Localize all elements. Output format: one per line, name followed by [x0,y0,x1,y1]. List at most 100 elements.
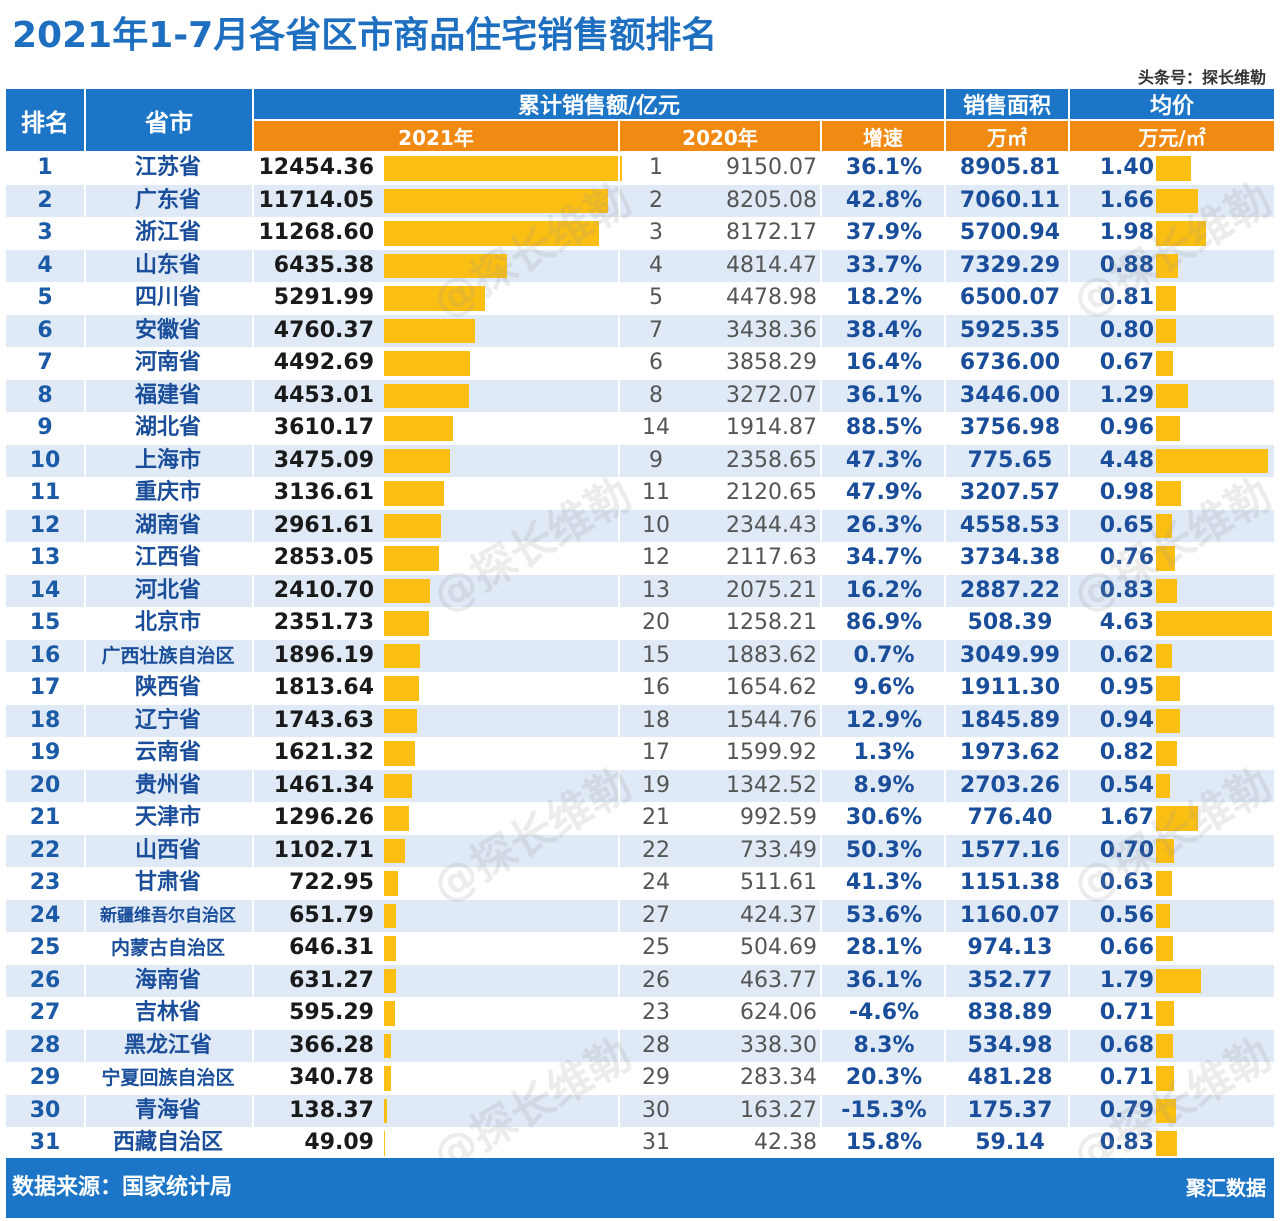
price-bar [1156,578,1177,603]
area-cell: 3207.57 [959,480,1061,505]
sales-2021-bar [384,253,507,278]
price-bar [1156,253,1179,278]
table-row: 18 辽宁省 1743.63 18 1544.76 12.9% 1845.89 0.94 [6,704,1274,737]
province-cell: 重庆市 [134,480,201,505]
area-cell: 838.89 [967,1000,1053,1025]
sales-2021-cell: 2961.61 [273,512,374,538]
area-cell: 5925.35 [959,317,1061,343]
province-cell: 北京市 [134,610,201,635]
sales-2020-cell: 624.06 [740,1000,817,1025]
rank-cell: 5 [37,285,53,310]
province-cell: 福建省 [134,382,201,408]
sales-2020-cell: 338.30 [740,1032,817,1058]
area-cell: 1973.62 [959,740,1061,765]
rank-2020-cell: 16 [642,675,670,700]
province-cell: 青海省 [134,1097,201,1123]
table-row: 8 福建省 4453.01 8 3272.07 36.1% 3446.00 1.29 [6,379,1274,412]
price-bar [1156,773,1170,798]
sales-2021-cell: 11268.60 [258,220,374,245]
price-cell: 0.94 [1099,707,1154,733]
rank-2020-cell: 29 [642,1065,670,1090]
table-row: 1 江苏省 12454.36 1 9150.07 36.1% 8905.81 1.40 [6,152,1274,185]
table-row: 20 贵州省 1461.34 19 1342.52 8.9% 2703.26 0.54 [6,769,1274,802]
sales-2021-cell: 3610.17 [273,415,374,440]
area-cell: 352.77 [967,967,1053,993]
price-bar [1156,871,1172,896]
price-cell: 4.48 [1099,447,1154,473]
area-cell: 4558.53 [959,512,1061,538]
sales-2020-cell: 992.59 [740,805,817,830]
price-cell: 0.62 [1099,642,1154,668]
sales-2021-cell: 722.95 [289,870,374,895]
price-bar [1156,611,1272,636]
table-row: 13 江西省 2853.05 12 2117.63 34.7% 3734.38 0.76 [6,542,1274,575]
price-bar [1156,513,1173,538]
sales-2021-bar [384,871,398,896]
header-sales-group: 累计销售额/亿元 [254,89,944,119]
price-bar [1156,448,1269,473]
sales-2021-cell: 2351.73 [273,610,374,635]
growth-cell: 1.3% [853,740,915,765]
price-bar [1156,221,1206,246]
rank-cell: 4 [37,252,53,278]
rank-cell: 10 [29,447,61,473]
province-cell: 山西省 [134,837,201,863]
table-row: 4 山东省 6435.38 4 4814.47 33.7% 7329.29 0.88 [6,249,1274,282]
area-cell: 776.40 [967,805,1053,830]
rank-2020-cell: 24 [642,870,670,895]
table-row: 5 四川省 5291.99 5 4478.98 18.2% 6500.07 0.81 [6,282,1274,315]
growth-cell: 86.9% [845,610,923,635]
sales-2020-cell: 504.69 [740,935,817,960]
header-growth: 增速 [822,121,944,151]
province-cell: 四川省 [134,285,201,310]
sales-2021-cell: 1896.19 [273,642,374,668]
province-cell: 浙江省 [134,220,201,245]
header-province: 省市 [86,89,252,151]
province-cell: 广东省 [134,187,201,213]
rank-cell: 25 [29,935,61,960]
table-row: 25 内蒙古自治区 646.31 25 504.69 28.1% 974.13 0.66 [6,932,1274,965]
area-cell: 775.65 [967,447,1053,473]
sales-2021-bar [384,156,622,181]
area-cell: 6736.00 [959,350,1061,375]
table-row: 11 重庆市 3136.61 11 2120.65 47.9% 3207.57 0.98 [6,477,1274,510]
price-cell: 1.98 [1099,220,1154,245]
rank-cell: 17 [29,675,61,700]
price-cell: 0.79 [1099,1097,1154,1123]
area-cell: 59.14 [975,1130,1045,1155]
price-bar [1156,968,1201,993]
area-cell: 5700.94 [959,220,1061,245]
price-bar [1156,1098,1176,1123]
growth-cell: 16.4% [845,350,923,375]
growth-cell: 15.8% [845,1130,923,1155]
price-bar [1156,643,1172,668]
price-bar [1156,481,1181,506]
sales-2021-bar [384,221,600,246]
sales-2021-bar [384,578,431,603]
rank-cell: 15 [29,610,61,635]
rank-2020-cell: 4 [649,252,663,278]
growth-cell: 88.5% [845,415,923,440]
price-cell: 0.82 [1099,740,1154,765]
growth-cell: 20.3% [845,1065,923,1090]
growth-cell: 12.9% [845,707,923,733]
rank-2020-cell: 7 [649,317,663,343]
sales-2021-cell: 646.31 [289,935,374,960]
sales-2021-cell: 2410.70 [273,577,374,603]
price-cell: 0.81 [1099,285,1154,310]
sales-2021-bar [384,1098,387,1123]
price-bar [1156,1066,1174,1091]
growth-cell: 53.6% [845,902,923,928]
table-row: 22 山西省 1102.71 22 733.49 50.3% 1577.16 0.70 [6,834,1274,867]
sales-2020-cell: 1654.62 [726,675,817,700]
growth-cell: 50.3% [845,837,923,863]
price-bar [1156,806,1198,831]
table-row: 12 湖南省 2961.61 10 2344.43 26.3% 4558.53 0.65 [6,509,1274,542]
rank-2020-cell: 30 [642,1097,670,1123]
province-cell: 甘肃省 [134,870,201,895]
sales-2020-cell: 4478.98 [726,285,817,310]
area-cell: 6500.07 [959,285,1061,310]
price-cell: 0.96 [1099,415,1154,440]
sales-2020-cell: 42.38 [754,1130,817,1155]
sales-2021-bar [384,806,409,831]
